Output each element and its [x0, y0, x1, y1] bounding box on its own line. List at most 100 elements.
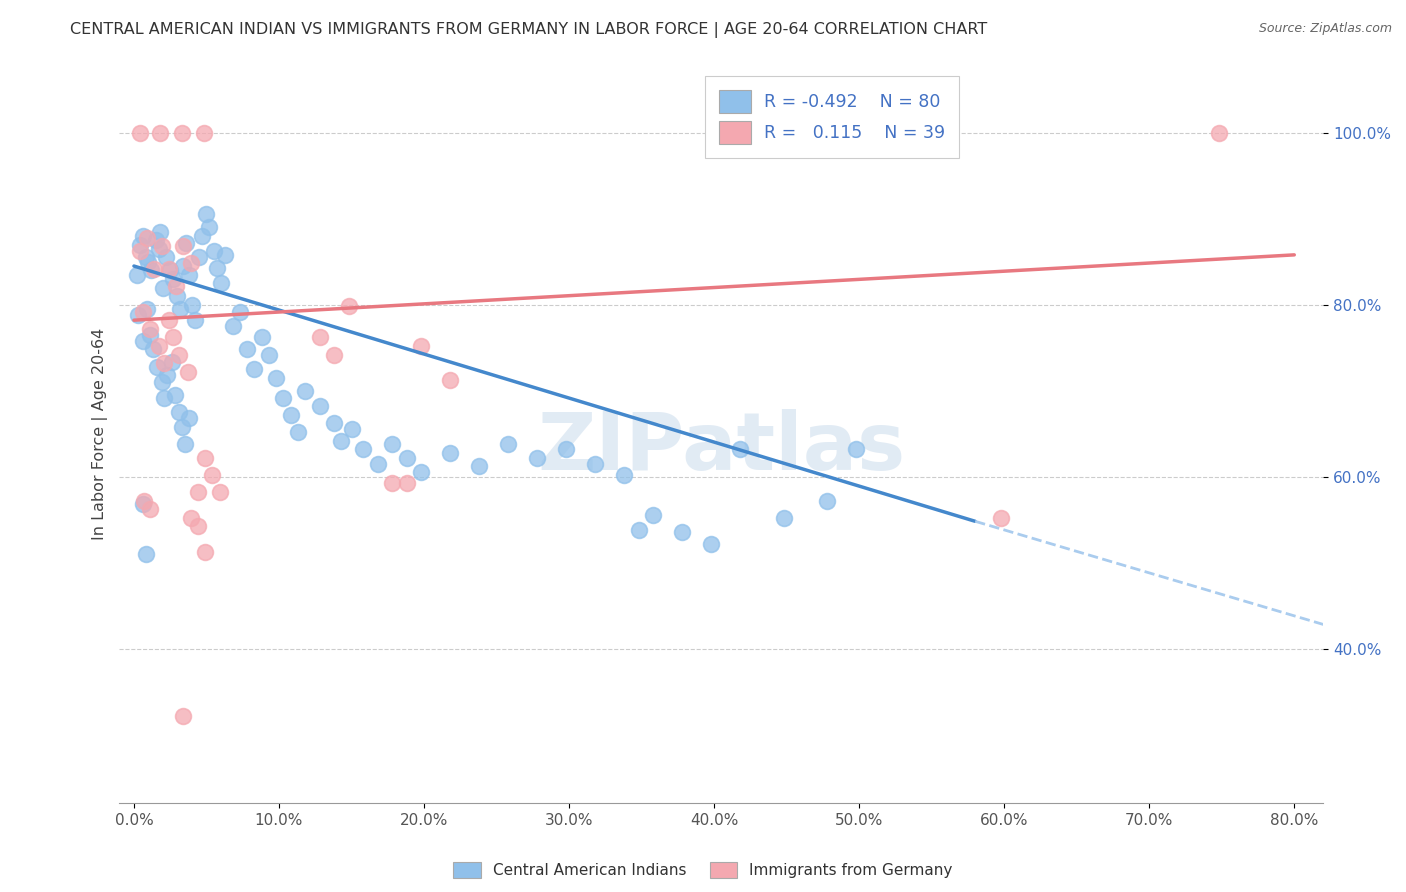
Point	[411, 339, 433, 353]
Point	[323, 347, 346, 361]
Point	[125, 268, 148, 282]
Text: Source: ZipAtlas.com: Source: ZipAtlas.com	[1258, 22, 1392, 36]
Point	[221, 319, 243, 334]
Text: ZIPatlas: ZIPatlas	[537, 409, 905, 487]
Point	[367, 457, 389, 471]
Point	[308, 330, 330, 344]
Point	[136, 301, 159, 316]
Point	[128, 244, 150, 259]
Point	[141, 263, 163, 277]
Point	[193, 126, 215, 140]
Point	[176, 365, 198, 379]
Point	[496, 437, 519, 451]
Point	[172, 259, 194, 273]
Point	[173, 437, 195, 451]
Point	[157, 313, 180, 327]
Point	[170, 419, 193, 434]
Point	[439, 445, 461, 459]
Point	[208, 485, 231, 500]
Point	[337, 300, 360, 314]
Point	[395, 450, 418, 465]
Y-axis label: In Labor Force | Age 20-64: In Labor Force | Age 20-64	[93, 327, 108, 540]
Point	[128, 126, 150, 140]
Point	[257, 347, 280, 361]
Point	[381, 437, 404, 451]
Point	[395, 476, 418, 491]
Point	[150, 375, 173, 389]
Point	[187, 519, 209, 533]
Point	[280, 408, 302, 422]
Point	[264, 371, 287, 385]
Point	[131, 334, 153, 348]
Legend: Central American Indians, Immigrants from Germany: Central American Indians, Immigrants fro…	[447, 856, 959, 884]
Point	[139, 322, 162, 336]
Point	[352, 442, 374, 456]
Legend: R = -0.492    N = 80, R =   0.115    N = 39: R = -0.492 N = 80, R = 0.115 N = 39	[706, 77, 959, 158]
Point	[815, 493, 838, 508]
Point	[159, 263, 181, 277]
Point	[166, 289, 188, 303]
Point	[229, 304, 252, 318]
Point	[131, 497, 153, 511]
Point	[308, 399, 330, 413]
Point	[143, 261, 166, 276]
Point	[188, 251, 211, 265]
Point	[131, 229, 153, 244]
Point	[142, 343, 165, 357]
Point	[250, 330, 273, 344]
Point	[135, 251, 157, 265]
Point	[127, 308, 149, 322]
Point	[132, 493, 155, 508]
Point	[411, 466, 433, 480]
Point	[555, 442, 578, 456]
Point	[179, 511, 201, 525]
Point	[439, 373, 461, 387]
Text: CENTRAL AMERICAN INDIAN VS IMMIGRANTS FROM GERMANY IN LABOR FORCE | AGE 20-64 CO: CENTRAL AMERICAN INDIAN VS IMMIGRANTS FR…	[70, 22, 987, 38]
Point	[194, 545, 217, 559]
Point	[287, 425, 309, 439]
Point	[167, 405, 190, 419]
Point	[236, 343, 259, 357]
Point	[381, 476, 404, 491]
Point	[162, 330, 184, 344]
Point	[179, 256, 201, 270]
Point	[181, 298, 204, 312]
Point	[273, 391, 295, 405]
Point	[139, 327, 162, 342]
Point	[323, 417, 346, 431]
Point	[1208, 126, 1230, 140]
Point	[201, 467, 224, 482]
Point	[613, 467, 636, 482]
Point	[148, 339, 170, 353]
Point	[146, 359, 169, 374]
Point	[294, 384, 316, 398]
Point	[169, 301, 191, 316]
Point	[728, 442, 751, 456]
Point	[643, 508, 665, 523]
Point	[845, 442, 868, 456]
Point	[148, 242, 170, 256]
Point	[198, 220, 221, 235]
Point	[340, 422, 363, 436]
Point	[149, 126, 172, 140]
Point	[526, 450, 548, 465]
Point	[153, 391, 176, 405]
Point	[160, 355, 183, 369]
Point	[330, 434, 353, 448]
Point	[128, 237, 150, 252]
Point	[150, 239, 173, 253]
Point	[157, 261, 180, 276]
Point	[167, 347, 190, 361]
Point	[152, 280, 174, 294]
Point	[772, 511, 794, 525]
Point	[184, 313, 207, 327]
Point	[155, 251, 177, 265]
Point	[139, 502, 162, 516]
Point	[187, 485, 209, 500]
Point	[700, 536, 723, 550]
Point	[671, 525, 693, 540]
Point	[135, 547, 157, 561]
Point	[162, 272, 184, 286]
Point	[194, 450, 217, 465]
Point	[156, 368, 179, 383]
